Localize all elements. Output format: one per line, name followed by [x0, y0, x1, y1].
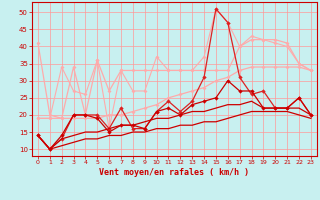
- X-axis label: Vent moyen/en rafales ( km/h ): Vent moyen/en rafales ( km/h ): [100, 168, 249, 177]
